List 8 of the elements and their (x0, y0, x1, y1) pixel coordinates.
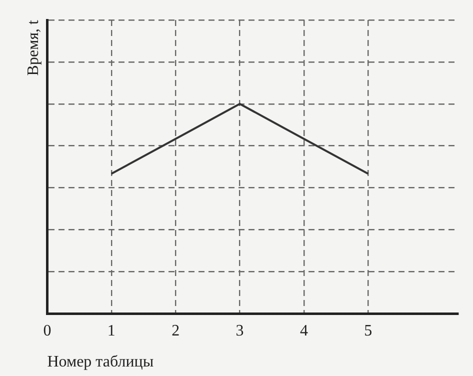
x-tick-label: 1 (107, 322, 116, 340)
x-tick-label: 2 (172, 322, 180, 340)
x-tick-label: 4 (300, 322, 308, 340)
x-axis-title: Номер таблицы (47, 354, 154, 371)
x-tick-label: 0 (43, 322, 52, 340)
x-tick-label: 5 (364, 322, 372, 340)
y-axis-title: Время, t (24, 19, 42, 76)
x-tick-label: 3 (236, 322, 244, 340)
